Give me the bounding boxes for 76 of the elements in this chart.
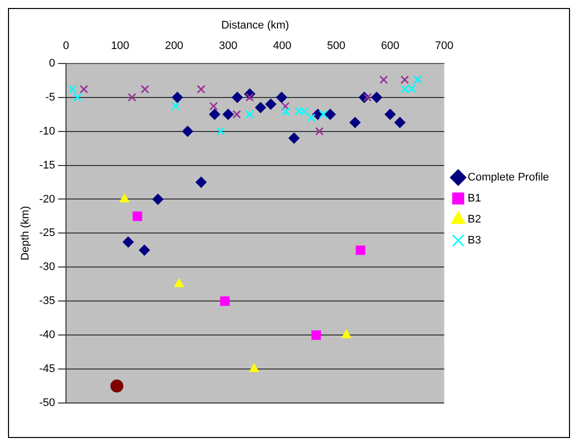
y-tick-label: -5 [45,91,56,104]
x-tick-label: 600 [380,40,400,52]
x-tick-label: 100 [110,40,130,52]
legend-label: B1 [468,192,482,205]
point [384,108,396,120]
point [315,127,324,136]
x-axis-title: Distance (km) [221,20,290,32]
y-tick-label: -15 [39,159,56,172]
point [122,236,134,248]
point [394,116,406,128]
y-tick-label: -50 [39,397,56,410]
x-tick-label: 200 [164,40,184,52]
point [73,93,82,102]
point [196,176,207,188]
x-tick-label: 0 [63,40,70,52]
point [138,244,150,256]
point [276,92,288,103]
point [120,194,130,202]
x-tick-label: 400 [272,40,292,52]
point [350,116,361,128]
y-axis-title: Depth (km) [20,206,32,260]
x-tick-label: 500 [326,40,346,52]
point [324,108,336,120]
legend-label: B2 [468,214,482,226]
point [182,126,194,137]
point [171,102,180,110]
point [245,110,254,119]
point [222,108,234,120]
point [294,106,304,116]
point [232,92,243,103]
y-tick-label: -10 [39,125,56,138]
y-tick-label: -25 [39,227,56,240]
point [152,194,164,205]
point [132,211,142,221]
point [307,113,316,122]
x-tick-label: 300 [218,40,238,52]
y-tick-label: -20 [39,193,56,206]
y-tick-label: 0 [48,57,56,70]
point [209,102,218,110]
point [249,364,259,372]
point [196,84,206,94]
point [407,84,416,93]
point [356,245,366,255]
point [282,107,290,116]
point [220,296,230,306]
point [400,84,410,94]
point [110,380,124,393]
point [342,330,352,338]
point [255,102,266,114]
point [174,278,184,288]
point [68,84,77,94]
y-tick-label: -45 [39,363,56,376]
point [318,110,328,119]
legend-label: Complete Profile [468,172,550,184]
point [371,92,382,103]
point [379,75,388,84]
point [311,330,321,340]
point [232,110,242,119]
point [128,93,136,102]
point [140,84,150,94]
point [265,98,276,110]
x-tick-label: 700 [435,40,454,52]
point [281,102,290,110]
point [80,84,88,94]
y-tick-label: -30 [39,261,56,274]
point [363,93,372,102]
point [288,132,300,144]
y-tick-label: -35 [39,295,56,308]
point [216,127,225,136]
y-tick-label: -40 [39,329,56,342]
point [245,93,254,102]
point [172,92,183,103]
point [300,107,309,116]
point [400,75,410,84]
point [209,108,220,120]
legend-label: B3 [468,234,482,247]
